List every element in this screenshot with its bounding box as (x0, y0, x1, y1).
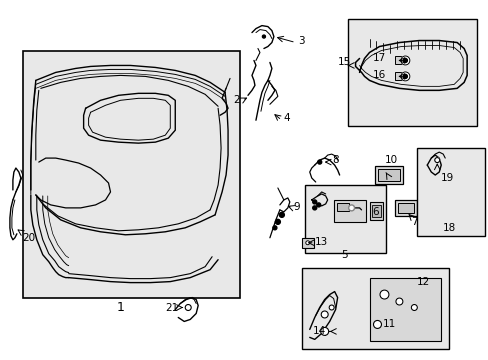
Circle shape (400, 56, 409, 65)
Bar (23, 50, 240, 298)
Circle shape (305, 241, 309, 245)
Circle shape (312, 206, 316, 210)
Circle shape (400, 72, 409, 81)
Circle shape (272, 226, 276, 230)
Text: 1: 1 (116, 301, 124, 314)
Bar (378, 169, 400, 181)
Text: 13: 13 (314, 237, 327, 247)
Bar (395, 72, 403, 80)
Text: 18: 18 (442, 223, 455, 233)
Bar (369, 202, 383, 220)
Bar (304, 185, 386, 253)
Circle shape (262, 35, 265, 38)
Bar (333, 200, 365, 222)
Text: 4: 4 (283, 113, 289, 123)
Bar (369, 278, 440, 341)
Text: 10: 10 (384, 155, 397, 165)
Circle shape (305, 241, 309, 245)
Bar (398, 203, 413, 213)
Circle shape (185, 305, 191, 310)
Circle shape (410, 305, 416, 310)
Text: 14: 14 (312, 327, 325, 336)
Text: 17: 17 (372, 54, 386, 63)
Circle shape (403, 58, 407, 62)
Text: 7: 7 (410, 217, 417, 227)
Circle shape (410, 305, 416, 310)
Circle shape (348, 205, 354, 211)
Circle shape (349, 206, 352, 210)
Circle shape (320, 328, 328, 336)
Bar (301, 238, 313, 248)
Circle shape (279, 212, 284, 217)
Circle shape (373, 320, 381, 328)
Circle shape (400, 72, 409, 81)
Circle shape (395, 298, 402, 305)
Circle shape (379, 290, 388, 299)
Circle shape (185, 305, 191, 310)
Bar (395, 200, 416, 216)
Text: 12: 12 (416, 276, 429, 287)
Circle shape (317, 160, 321, 164)
Circle shape (328, 305, 333, 310)
Text: 5: 5 (341, 250, 347, 260)
Circle shape (275, 219, 280, 224)
Bar (416, 148, 484, 236)
Text: 16: 16 (372, 71, 386, 80)
Text: 8: 8 (332, 155, 338, 165)
Text: 2: 2 (233, 95, 240, 105)
Circle shape (321, 311, 327, 318)
Text: 11: 11 (382, 319, 395, 329)
Circle shape (434, 158, 439, 163)
Bar (347, 19, 476, 126)
Text: 6: 6 (371, 207, 378, 217)
Text: 15: 15 (337, 58, 350, 67)
Circle shape (312, 200, 316, 204)
Circle shape (328, 305, 333, 310)
Text: 21: 21 (165, 302, 179, 312)
Circle shape (400, 56, 409, 65)
Text: 9: 9 (293, 202, 300, 212)
Circle shape (379, 290, 388, 299)
Bar (375, 166, 403, 184)
Text: 20: 20 (22, 233, 35, 243)
Circle shape (395, 298, 402, 305)
Circle shape (316, 203, 320, 207)
Circle shape (403, 75, 407, 78)
Bar (301, 268, 448, 349)
Text: 19: 19 (440, 173, 453, 183)
Text: 3: 3 (298, 36, 305, 46)
Circle shape (321, 311, 327, 318)
Bar (336, 203, 348, 211)
Circle shape (434, 158, 439, 163)
Bar (395, 57, 403, 64)
Bar (371, 205, 381, 217)
